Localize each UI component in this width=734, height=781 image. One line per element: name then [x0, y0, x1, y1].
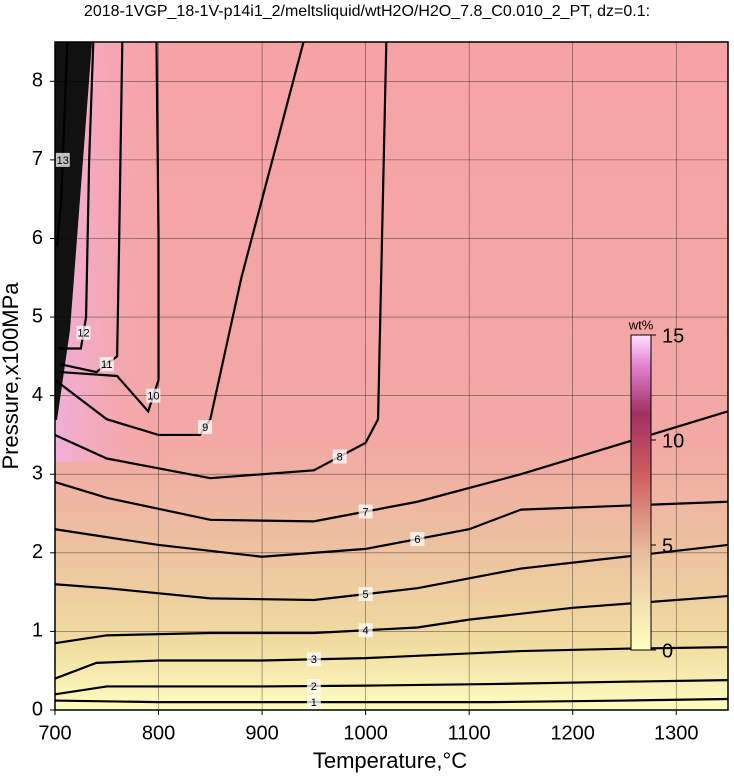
plot-frame [54, 41, 729, 711]
colorbar-tick-label: 0 [662, 640, 673, 662]
contour-label: 1 [311, 697, 317, 709]
contour-label-bg [332, 449, 347, 464]
contour-label: 12 [77, 328, 89, 340]
contour-label-bg [410, 532, 425, 547]
contour-label: 2 [311, 681, 317, 693]
x-tick-label: 1300 [654, 722, 699, 744]
x-tick-label: 800 [142, 722, 175, 744]
contour-label-bg [306, 679, 321, 694]
y-tick-label: 3 [32, 463, 43, 485]
contour-label-bg [358, 623, 373, 638]
contour-line [54, 697, 729, 704]
y-tick-label: 7 [32, 148, 43, 170]
x-tick-label: 700 [38, 722, 71, 744]
chart-title: 2018-1VGP_18-1V-p14i1_2/meltsliquid/wtH2… [84, 3, 650, 20]
contour-label: 9 [202, 422, 208, 434]
contour-label: 6 [414, 534, 420, 546]
contour-label-bg [99, 357, 114, 372]
colorbar-tick-label: 15 [662, 325, 684, 347]
x-tick-label: 1000 [343, 722, 388, 744]
y-axis-label: Pressure,x100MPa [0, 282, 23, 470]
contour-label-bg [198, 420, 213, 435]
x-tick-label: 1100 [448, 722, 491, 744]
contour-label-bg [306, 652, 321, 667]
y-tick-label: 8 [32, 70, 43, 92]
y-tick-label: 2 [32, 541, 43, 563]
contour-label: 11 [101, 359, 112, 371]
y-tick-label: 6 [32, 227, 43, 249]
contour-label-bg [358, 504, 373, 519]
x-tick-label: 900 [245, 722, 278, 744]
contour-line [59, 41, 124, 374]
y-tick-label: 0 [32, 698, 43, 720]
contour-label-bg [306, 695, 321, 710]
contour-label: 13 [57, 155, 69, 167]
contour-label: 5 [363, 589, 369, 601]
y-tick-label: 5 [32, 305, 43, 327]
contour-label-bg [358, 587, 373, 602]
contour-label: 8 [337, 451, 343, 463]
contour-label: 7 [363, 506, 369, 518]
contour-label-bg [146, 388, 161, 403]
contour-line [58, 41, 95, 350]
x-tick-label: 1200 [550, 722, 595, 744]
contour-label: 10 [147, 391, 159, 403]
contour-label-bg [55, 152, 70, 167]
y-tick-label: 4 [32, 384, 43, 406]
contour-line [54, 646, 729, 680]
contour-label-bg [76, 325, 91, 340]
x-axis-label: Temperature,°C [313, 748, 467, 773]
colorbar-label: wt% [628, 317, 654, 332]
colorbar-tick-label: 10 [662, 430, 684, 452]
colorbar-tick-label: 5 [662, 535, 673, 557]
colorbar [630, 334, 652, 651]
contour-label: 4 [363, 625, 369, 637]
y-tick-label: 1 [32, 620, 43, 642]
contour-line [54, 679, 729, 696]
contour-label: 3 [311, 654, 317, 666]
